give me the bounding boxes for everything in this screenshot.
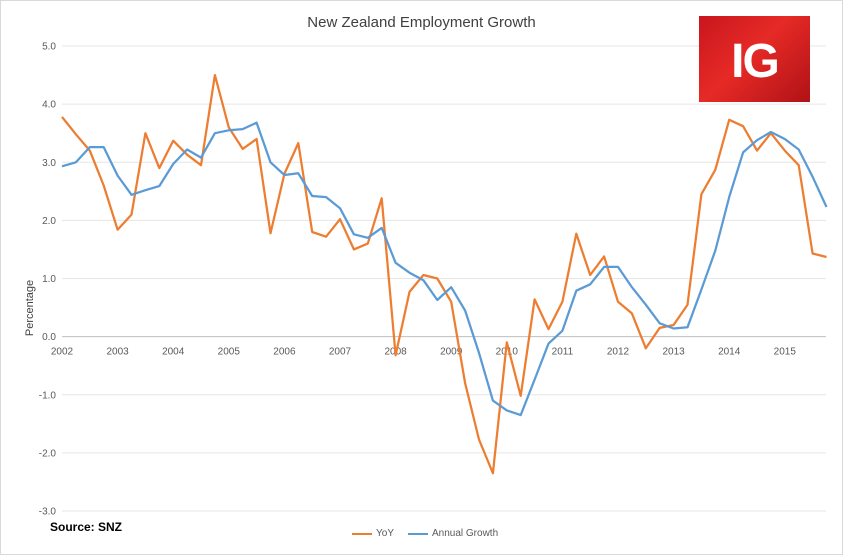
legend-swatch-annual-growth	[407, 532, 428, 535]
x-tick-label: 2004	[162, 347, 185, 358]
y-tick-label: 3.0	[42, 158, 56, 169]
x-tick-label: 2011	[552, 347, 574, 358]
chart-title: New Zealand Employment Growth	[307, 14, 536, 31]
y-axis-label: Percentage	[24, 279, 36, 337]
y-tick-label: 4.0	[42, 100, 56, 111]
source-note: Source: SNZ	[50, 520, 123, 534]
y-tick-label: 0.0	[42, 332, 56, 343]
x-tick-label: 2015	[774, 347, 797, 358]
y-tick-label: 5.0	[42, 42, 56, 53]
y-tick-label: 1.0	[42, 274, 56, 285]
x-tick-label: 2003	[106, 347, 129, 358]
series-line-yoy	[61, 73, 827, 475]
x-tick-label: 2009	[440, 347, 463, 358]
legend: YoY Annual Growth	[352, 528, 498, 539]
y-tick-label: -3.0	[39, 507, 57, 518]
x-tick-label: 2007	[329, 347, 352, 358]
y-tick-label: -2.0	[39, 448, 57, 459]
y-tick-label: 2.0	[42, 216, 56, 227]
x-tick-label: 2005	[218, 347, 241, 358]
ig-logo-text: IG	[731, 35, 780, 88]
x-tick-label: 2013	[662, 347, 685, 358]
x-tick-label: 2010	[496, 347, 519, 358]
legend-label-yoy: YoY	[376, 528, 394, 539]
y-tick-label: -1.0	[39, 390, 57, 401]
ig-logo: IG	[699, 16, 810, 102]
x-tick-label: 2006	[273, 347, 296, 358]
legend-item-yoy: YoY	[352, 528, 394, 539]
legend-swatch-yoy	[352, 532, 372, 535]
legend-item-annual-growth: Annual Growth	[407, 528, 499, 539]
x-tick-label: 2012	[607, 347, 630, 358]
x-tick-label: 2014	[718, 347, 741, 358]
series-line-annual-growth	[61, 121, 828, 417]
legend-label-annual-growth: Annual Growth	[431, 528, 499, 539]
x-tick-label: 2002	[51, 347, 74, 358]
